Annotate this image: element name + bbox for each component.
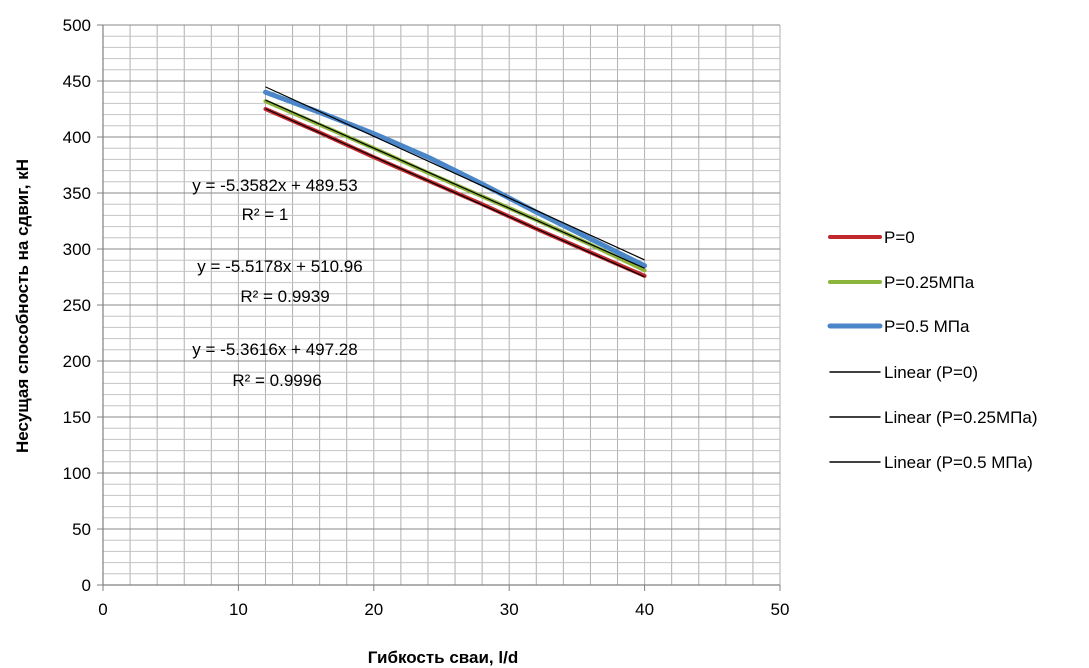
y-tick-label: 300	[63, 240, 91, 259]
trendline-annotations: y = -5.3582x + 489.53 R² = 1 y = -5.5178x …	[192, 176, 362, 390]
series-lines	[262, 86, 648, 278]
trendline-equation: y = -5.5178x + 510.96	[197, 257, 362, 276]
trendline-equation: y = -5.3582x + 489.53	[192, 176, 357, 195]
trendline-r-squared: R² = 0.9939	[240, 287, 329, 306]
legend-label: P=0	[884, 228, 915, 247]
y-tick-label: 450	[63, 72, 91, 91]
y-tick-label: 50	[72, 520, 91, 539]
x-tick-label: 0	[98, 600, 107, 619]
y-tick-label: 400	[63, 128, 91, 147]
trendline	[265, 99, 645, 269]
axes	[97, 24, 781, 591]
legend-label: P=0.25МПа	[884, 273, 975, 292]
x-tick-label: 10	[229, 600, 248, 619]
legend-label: Linear (P=0.5 МПа)	[884, 453, 1033, 472]
x-tick-label: 50	[771, 600, 790, 619]
legend: P=0 P=0.25МПа P=0.5 МПа Linear (P=0) Linear …	[827, 228, 1038, 472]
y-tick-label: 100	[63, 464, 91, 483]
y-tick-label: 150	[63, 408, 91, 427]
x-tick-label: 40	[635, 600, 654, 619]
y-tick-labels: 0 50 100 150 200 250 300 350 400 450 500	[63, 16, 91, 595]
y-tick-label: 350	[63, 184, 91, 203]
x-tick-label: 30	[500, 600, 519, 619]
y-tick-label: 0	[82, 576, 91, 595]
legend-label: Linear (P=0.25МПа)	[884, 408, 1038, 427]
y-tick-label: 200	[63, 352, 91, 371]
trendline	[265, 108, 645, 278]
grid	[102, 24, 781, 586]
y-tick-label: 500	[63, 16, 91, 35]
trendline-r-squared: R² = 1	[242, 205, 289, 224]
x-tick-label: 20	[364, 600, 383, 619]
trendline-equation: y = -5.3616x + 497.28	[192, 340, 357, 359]
y-axis-label: Несущая способность на сдвиг, кН	[13, 159, 32, 453]
trendline-r-squared: R² = 0.9996	[232, 371, 321, 390]
legend-label: P=0.5 МПа	[884, 317, 970, 336]
legend-label: Linear (P=0)	[884, 363, 978, 382]
trendline	[265, 86, 645, 261]
x-axis-label: Гибкость сваи, l/d	[368, 648, 518, 667]
x-tick-labels: 0 10 20 30 40 50	[98, 600, 789, 619]
y-tick-label: 250	[63, 296, 91, 315]
